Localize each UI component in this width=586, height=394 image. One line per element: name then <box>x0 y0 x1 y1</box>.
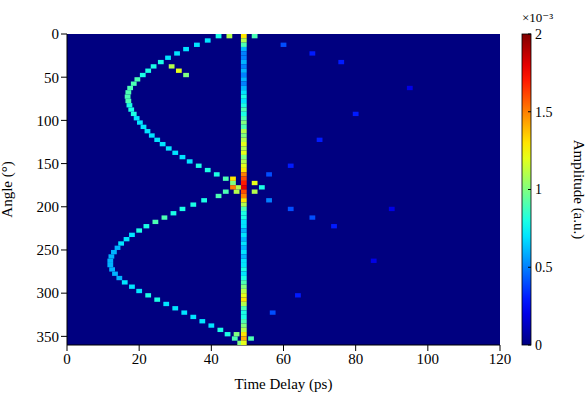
svg-text:Angle (°): Angle (°) <box>0 161 16 217</box>
svg-text:60: 60 <box>276 351 291 367</box>
svg-text:0.5: 0.5 <box>535 260 553 275</box>
svg-text:350: 350 <box>37 329 60 345</box>
svg-text:300: 300 <box>37 285 60 301</box>
svg-text:50: 50 <box>44 70 59 86</box>
svg-text:0: 0 <box>535 338 542 353</box>
svg-text:80: 80 <box>348 351 363 367</box>
svg-text:150: 150 <box>37 156 60 172</box>
svg-text:Amplitude (a.u.): Amplitude (a.u.) <box>570 140 586 240</box>
svg-text:0: 0 <box>52 26 60 42</box>
svg-text:Time Delay (ps): Time Delay (ps) <box>235 376 333 393</box>
svg-text:100: 100 <box>417 351 440 367</box>
svg-text:40: 40 <box>204 351 219 367</box>
svg-text:100: 100 <box>37 113 60 129</box>
svg-text:×10⁻³: ×10⁻³ <box>522 10 553 25</box>
svg-text:2: 2 <box>535 27 542 42</box>
svg-text:20: 20 <box>132 351 147 367</box>
svg-text:1: 1 <box>535 182 542 197</box>
svg-text:1.5: 1.5 <box>535 105 553 120</box>
svg-text:120: 120 <box>489 351 512 367</box>
svg-text:250: 250 <box>37 242 60 258</box>
svg-text:200: 200 <box>37 199 60 215</box>
svg-text:0: 0 <box>63 351 71 367</box>
